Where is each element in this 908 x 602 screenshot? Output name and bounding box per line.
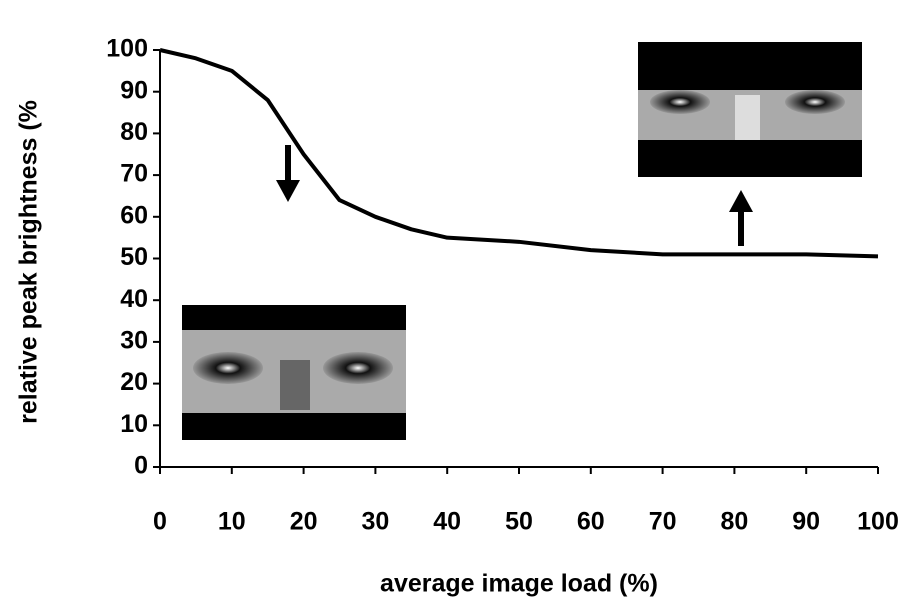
x-tick-label: 30: [361, 508, 389, 536]
y-tick-label: 80: [120, 118, 148, 146]
x-tick-label: 80: [720, 508, 748, 536]
y-axis-label: relative peak brightness (%: [15, 100, 43, 424]
x-tick-label: 70: [649, 508, 677, 536]
x-tick-label: 40: [433, 508, 461, 536]
y-tick-label: 70: [120, 160, 148, 188]
y-tick-label: 100: [106, 35, 148, 63]
y-tick-label: 20: [120, 368, 148, 396]
y-tick-label: 40: [120, 285, 148, 313]
image-high-load: [638, 42, 862, 177]
y-tick-label: 50: [120, 243, 148, 271]
arrow-up: [729, 190, 753, 246]
data-line: [159, 48, 879, 259]
x-axis-label: average image load (%): [380, 570, 658, 598]
x-tick-label: 0: [153, 508, 167, 536]
y-tick-label: 90: [120, 76, 148, 104]
image-low-load: [182, 305, 406, 440]
x-tick-label: 100: [857, 508, 899, 536]
arrow-down: [276, 145, 300, 202]
y-tick-label: 60: [120, 201, 148, 229]
x-tick-label: 10: [218, 508, 246, 536]
x-tick-label: 60: [577, 508, 605, 536]
y-tick-label: 30: [120, 327, 148, 355]
x-tick-label: 90: [792, 508, 820, 536]
x-tick-label: 20: [290, 508, 318, 536]
y-tick-label: 0: [134, 452, 148, 480]
x-tick-label: 50: [505, 508, 533, 536]
y-tick-label: 10: [120, 410, 148, 438]
